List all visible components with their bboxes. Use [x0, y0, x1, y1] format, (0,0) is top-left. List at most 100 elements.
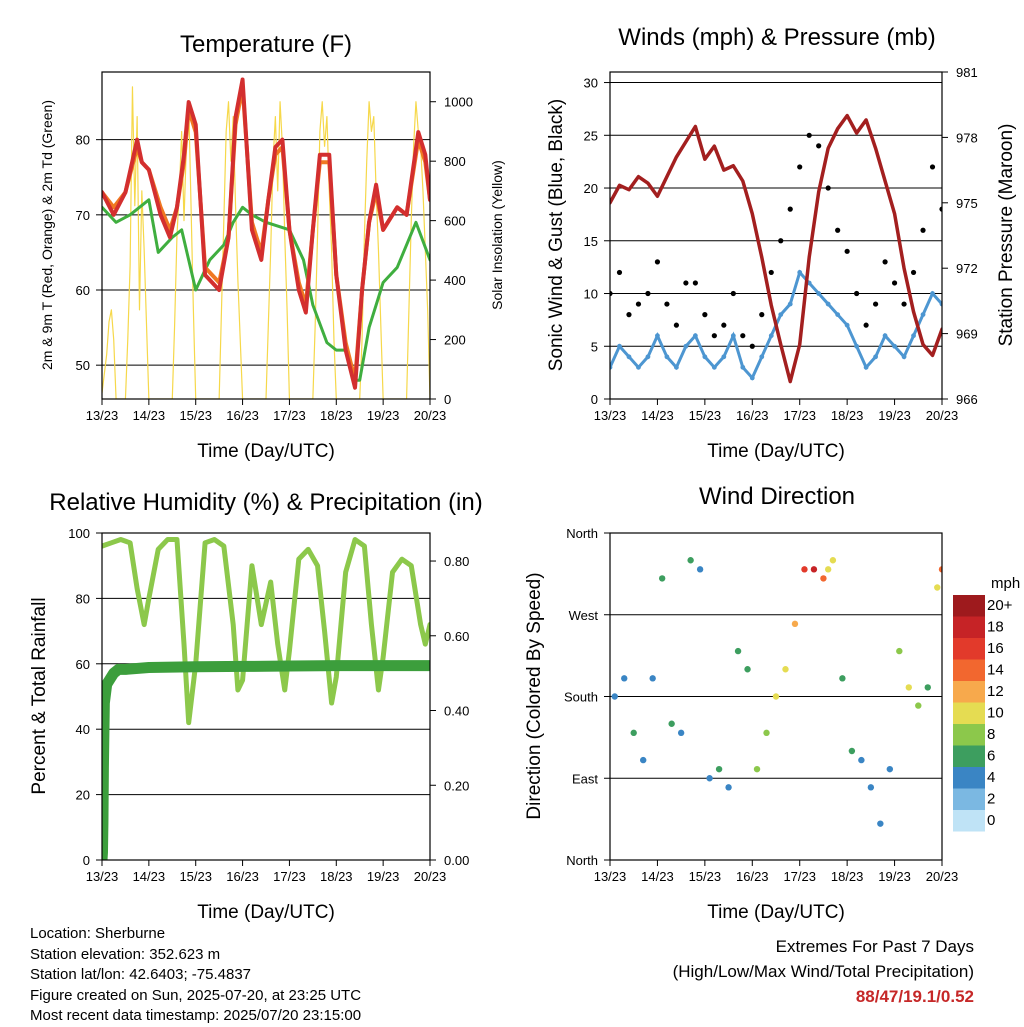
gust-point — [730, 290, 736, 297]
direction-point — [824, 566, 832, 573]
y2-tick-label: 400 — [444, 273, 466, 288]
y2-axis-label: Station Pressure (Maroon) — [996, 124, 1017, 347]
x-tick-label: 14/23 — [641, 408, 674, 423]
colorbar-swatch — [953, 767, 985, 789]
x-tick-label: 18/23 — [320, 408, 353, 423]
panel-title: Temperature (F) — [180, 31, 352, 58]
colorbar-swatch — [953, 702, 985, 724]
x-tick-label: 17/23 — [783, 408, 816, 423]
gust-point — [873, 301, 879, 307]
direction-point — [924, 684, 931, 691]
x-tick-label: 14/23 — [133, 408, 166, 423]
colorbar-swatch — [953, 745, 985, 767]
plot-area — [102, 77, 430, 399]
x-axis-label: Time (Day/UTC) — [707, 441, 845, 462]
x-tick-label: 20/23 — [926, 869, 959, 884]
y2-tick-label: 0 — [444, 392, 451, 407]
y-axis-label: Direction (Colored By Speed) — [524, 572, 545, 819]
y-tick-label: 50 — [76, 358, 90, 373]
winds-pressure-panel: Winds (mph) & Pressure (mb) 13/23 14/23 15/… — [546, 24, 1017, 462]
y2-tick-label: 975 — [956, 196, 978, 211]
gust-point — [673, 322, 680, 328]
extremes-value: 88/47/19.1/0.52 — [855, 987, 974, 1006]
colorbar-swatch — [953, 724, 985, 746]
y-tick-label: 80 — [76, 133, 90, 148]
x-tick-label: 18/23 — [831, 869, 864, 884]
gust-point — [664, 301, 670, 307]
y-tick-label: 25 — [584, 128, 598, 143]
y-tick-label: 20 — [76, 788, 90, 803]
direction-point — [782, 666, 789, 673]
gust-point — [635, 301, 642, 307]
x-tick-label: 18/23 — [320, 869, 353, 884]
direction-point — [734, 647, 742, 655]
series-line — [610, 113, 942, 384]
y2-tick-label: 1000 — [444, 95, 473, 110]
y-tick-label: 0 — [83, 853, 90, 868]
x-tick-label: 17/23 — [273, 869, 306, 884]
direction-point — [677, 729, 685, 737]
y2-tick-label: 0.60 — [444, 629, 469, 644]
x-tick-label: 19/23 — [367, 869, 400, 884]
x-tick-label: 16/23 — [736, 869, 769, 884]
x-tick-label: 13/23 — [86, 869, 119, 884]
direction-point — [934, 584, 941, 591]
colorbar-title: mph — [991, 575, 1020, 592]
direction-point — [658, 575, 666, 582]
colorbar-swatch — [953, 638, 985, 660]
x-tick-label: 14/23 — [133, 869, 166, 884]
speed-colorbar: mph 20+ 18 16 14 12 10 8 6 4 2 0 — [953, 575, 1020, 832]
plot-area — [610, 113, 942, 384]
gust-point — [787, 206, 793, 212]
gust-point — [854, 290, 860, 297]
y-tick-label: 0 — [591, 392, 598, 407]
x-tick-label: 19/23 — [878, 869, 911, 884]
direction-point — [810, 566, 818, 573]
gust-point — [616, 269, 623, 276]
x-tick-label: 16/23 — [736, 408, 769, 423]
x-tick-label: 15/23 — [689, 869, 722, 884]
direction-point — [938, 566, 942, 573]
gust-point — [721, 322, 727, 328]
gust-point — [910, 269, 917, 276]
y-tick-label: 80 — [76, 591, 90, 606]
gust-point — [929, 164, 936, 170]
colorbar-label: 8 — [987, 726, 995, 743]
y2-tick-label: 0.20 — [444, 778, 469, 793]
gust-point — [863, 322, 869, 328]
colorbar-swatch — [953, 681, 985, 703]
gust-point — [702, 312, 708, 318]
colorbar-swatch — [953, 659, 985, 681]
x-tick-label: 15/23 — [689, 408, 722, 423]
y-tick-label: 60 — [76, 283, 90, 298]
x-tick-label: 16/23 — [226, 869, 259, 884]
wind-direction-panel: Wind Direction 13/23 14/23 15/23 16/23 17/23 1… — [524, 483, 958, 923]
latlon-text: Station lat/lon: 42.6403; -75.4837 — [30, 966, 252, 983]
colorbar-swatch — [953, 788, 985, 810]
gust-point — [882, 259, 888, 265]
x-tick-label: 17/23 — [783, 869, 816, 884]
colorbar-label: 14 — [987, 662, 1004, 679]
panel-title: Wind Direction — [699, 483, 855, 510]
y2-tick-label: 600 — [444, 214, 466, 229]
direction-point — [915, 702, 922, 709]
humidity-precip-panel: Relative Humidity (%) & Precipitation (i… — [29, 489, 483, 923]
y-tick-label: 100 — [68, 526, 90, 541]
x-tick-label: 20/23 — [414, 408, 447, 423]
direction-point — [696, 566, 704, 573]
series-line — [102, 86, 430, 399]
gust-point — [654, 259, 661, 265]
y2-tick-label: 981 — [956, 65, 978, 80]
x-tick-label: 13/23 — [594, 869, 627, 884]
direction-point — [858, 756, 865, 764]
gust-point — [692, 280, 698, 286]
elevation-text: Station elevation: 352.623 m — [30, 945, 221, 963]
direction-point — [905, 684, 912, 691]
extremes-title: Extremes For Past 7 Days — [775, 937, 974, 956]
station-info: Location: Sherburne Station elevation: 3… — [30, 924, 361, 1027]
y2-tick-label: 0.80 — [444, 554, 469, 569]
y2-tick-label: 200 — [444, 333, 466, 348]
y2-tick-label: 969 — [956, 327, 978, 342]
gust-point — [778, 238, 784, 244]
